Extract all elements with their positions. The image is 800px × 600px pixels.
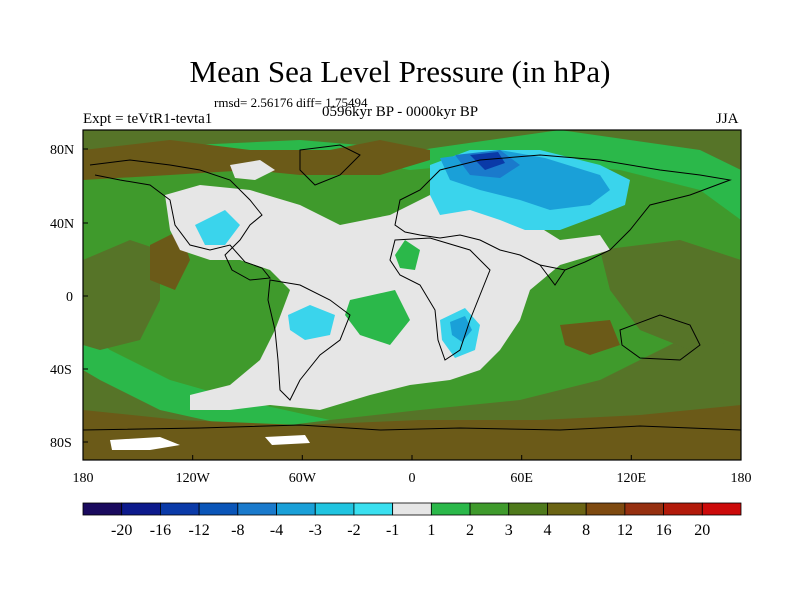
colorbar-swatch — [585, 502, 626, 516]
colorbar-swatch — [237, 502, 277, 516]
field-blue-namerica — [195, 210, 240, 245]
coastlines — [83, 144, 741, 431]
colorbar-swatch — [121, 502, 161, 516]
colorbar-label: -2 — [347, 522, 360, 539]
field-layer — [83, 130, 741, 460]
field-blue-safrica-core — [450, 316, 472, 342]
colorbar-label: -4 — [270, 522, 283, 539]
field-grey-arctic — [230, 160, 275, 180]
lon-label-180w: 180 — [73, 471, 94, 486]
coast-antarctica — [83, 424, 741, 431]
colorbar-swatch — [392, 502, 432, 516]
field-grey-south — [110, 435, 310, 450]
coast-australia — [619, 314, 701, 361]
colorbar-swatch — [701, 502, 742, 516]
colorbar-swatch — [160, 502, 200, 516]
map-title: Mean Sea Level Pressure (in hPa) — [189, 54, 611, 89]
lon-label-180e: 180 — [731, 471, 752, 486]
coast-india — [539, 264, 566, 286]
colorbar-swatch — [624, 502, 664, 516]
colorbar-label: 20 — [694, 522, 710, 539]
colorbar-label: -1 — [386, 522, 399, 539]
colorbar-swatch — [353, 502, 394, 516]
period-text: 0596kyr BP - 0000kyr BP — [322, 104, 479, 120]
colorbar-label: 12 — [617, 522, 633, 539]
lon-label-0: 0 — [409, 471, 416, 486]
colorbar-swatch — [276, 502, 316, 516]
colorbar-label: -16 — [150, 522, 171, 539]
colorbar-label: -12 — [188, 522, 209, 539]
coast-north-america — [89, 159, 271, 281]
colorbar-label: 2 — [466, 522, 474, 539]
field-blue-eurasia-deep — [470, 152, 505, 170]
coast-africa — [389, 237, 491, 361]
colorbar-swatch — [314, 502, 355, 516]
coast-europe-asia — [394, 154, 732, 271]
coast-south-america — [267, 279, 351, 401]
colorbar-label: -3 — [309, 522, 322, 539]
lon-label-120w: 120W — [176, 471, 211, 486]
lon-label-60e: 60E — [510, 471, 533, 486]
axis-ticks — [82, 148, 742, 460]
colorbar-swatch — [508, 502, 548, 516]
lat-label-40s: 40S — [50, 363, 72, 378]
lat-label-40n: 40N — [50, 217, 74, 232]
colorbar-label: 4 — [543, 522, 551, 539]
colorbar-swatch — [198, 502, 239, 516]
colorbar-label: -8 — [231, 522, 244, 539]
lat-label-80s: 80S — [50, 436, 72, 451]
coast-greenland — [299, 144, 361, 186]
colorbar: -20 -16 -12 -8 -4 -3 -2 -1 1 2 3 4 8 12 16 20 — [82, 502, 742, 539]
field-green-atlantic — [345, 290, 410, 345]
colorbar-swatch — [469, 502, 510, 516]
colorbar-label: -20 — [111, 522, 132, 539]
field-brown-south — [83, 405, 741, 460]
field-olive — [83, 240, 741, 350]
lat-label-80n: 80N — [50, 143, 74, 158]
colorbar-label: 8 — [582, 522, 590, 539]
lon-label-120e: 120E — [617, 471, 647, 486]
season-text: JJA — [716, 111, 739, 127]
experiment-text: Expt = teVtR1-tevta1 — [83, 111, 213, 127]
colorbar-swatch — [547, 502, 587, 516]
field-green-africa — [395, 240, 420, 270]
stats-text: rmsd= 2.56176 diff= 1.75494 — [214, 95, 368, 110]
colorbar-swatch — [82, 502, 123, 516]
colorbar-label: 1 — [427, 522, 435, 539]
field-brown-north — [83, 140, 430, 180]
lon-label-60w: 60W — [289, 471, 317, 486]
colorbar-swatch — [663, 502, 703, 516]
field-blue-samerica — [288, 305, 335, 340]
colorbar-label: 3 — [505, 522, 513, 539]
colorbar-swatch — [430, 502, 471, 516]
lat-label-0: 0 — [66, 290, 73, 305]
field-brown-pacific — [150, 230, 620, 355]
colorbar-label: 16 — [656, 522, 672, 539]
